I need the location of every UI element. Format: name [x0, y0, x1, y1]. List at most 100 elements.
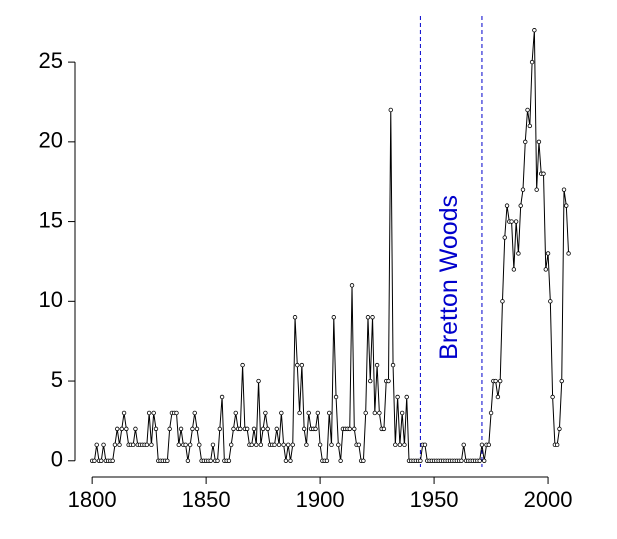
data-point	[347, 426, 352, 432]
data-point	[504, 203, 510, 208]
x-tick-label: 2000	[524, 487, 573, 512]
data-point	[541, 171, 546, 176]
data-point	[144, 442, 150, 448]
data-point	[559, 378, 564, 384]
data-point	[110, 458, 115, 463]
data-point	[324, 458, 330, 463]
data-point	[217, 426, 223, 432]
data-point	[233, 410, 238, 416]
data-point	[313, 426, 318, 432]
data-point	[557, 426, 562, 432]
data-point	[370, 315, 375, 320]
data-point	[500, 299, 505, 304]
data-point	[101, 442, 106, 448]
data-point	[272, 442, 277, 448]
data-point	[210, 442, 216, 448]
data-point	[368, 378, 373, 384]
data-point	[130, 442, 136, 448]
data-point	[288, 458, 293, 463]
data-point	[260, 426, 266, 432]
data-point	[301, 426, 307, 432]
x-tick-label: 1800	[68, 487, 117, 512]
data-point	[254, 442, 259, 448]
data-point	[486, 442, 491, 448]
data-point	[381, 426, 387, 432]
data-point	[208, 458, 213, 463]
data-point	[197, 442, 202, 448]
data-point	[518, 203, 523, 208]
data-point	[124, 426, 129, 432]
data-point	[151, 410, 156, 416]
data-point	[299, 362, 305, 368]
data-point	[297, 410, 302, 416]
data-point	[306, 410, 311, 416]
data-point	[532, 28, 537, 33]
data-point	[482, 458, 487, 463]
data-point	[153, 426, 159, 432]
data-point	[399, 410, 405, 416]
data-point	[479, 442, 485, 448]
data-point	[174, 410, 179, 416]
y-tick-label: 0	[51, 447, 63, 472]
data-point	[395, 394, 400, 400]
data-point	[183, 442, 188, 448]
data-point	[543, 267, 548, 272]
data-point	[94, 442, 99, 448]
data-point	[561, 187, 567, 192]
data-point	[390, 362, 396, 368]
data-point	[244, 426, 250, 432]
data-point	[377, 410, 382, 416]
data-point	[336, 442, 341, 448]
series-line	[92, 30, 570, 462]
data-point	[525, 107, 530, 113]
data-point	[231, 426, 236, 432]
data-point	[219, 394, 225, 400]
y-tick-label: 20	[39, 128, 63, 153]
data-point	[422, 442, 428, 448]
data-point	[386, 378, 391, 384]
data-point	[363, 410, 368, 416]
data-point	[502, 235, 507, 240]
data-point	[281, 442, 286, 448]
data-point	[331, 315, 336, 320]
data-point	[365, 315, 371, 320]
data-point	[349, 283, 355, 288]
data-point	[146, 410, 152, 416]
data-point	[176, 442, 181, 448]
data-point	[520, 187, 526, 192]
data-point	[167, 426, 172, 432]
x-tick-label: 1850	[182, 487, 231, 512]
data-point	[361, 458, 366, 463]
data-point	[566, 251, 571, 256]
data-point	[112, 442, 118, 448]
data-point	[477, 458, 482, 463]
data-point	[285, 442, 291, 448]
annotation: Bretton Woods	[435, 195, 463, 360]
data-point	[265, 426, 270, 432]
data-point	[497, 378, 503, 384]
data-point	[315, 410, 321, 416]
data-point	[516, 251, 521, 256]
data-point	[290, 442, 295, 448]
data-point	[187, 442, 193, 448]
data-point	[251, 426, 257, 432]
data-point	[238, 426, 243, 432]
data-point	[185, 458, 191, 463]
data-point	[402, 442, 407, 448]
data-point	[263, 410, 268, 416]
data-point	[356, 442, 362, 448]
data-point	[333, 394, 339, 400]
data-point	[190, 426, 195, 432]
data-point	[115, 426, 120, 432]
data-point	[249, 442, 254, 448]
data-point	[461, 442, 466, 448]
data-point	[536, 139, 542, 145]
data-point	[529, 59, 535, 65]
data-point	[133, 426, 138, 432]
data-point	[550, 394, 555, 400]
data-point	[327, 410, 332, 416]
y-tick-label: 5	[51, 367, 63, 392]
data-point	[545, 251, 551, 256]
data-point	[393, 442, 398, 448]
data-point	[178, 426, 184, 432]
